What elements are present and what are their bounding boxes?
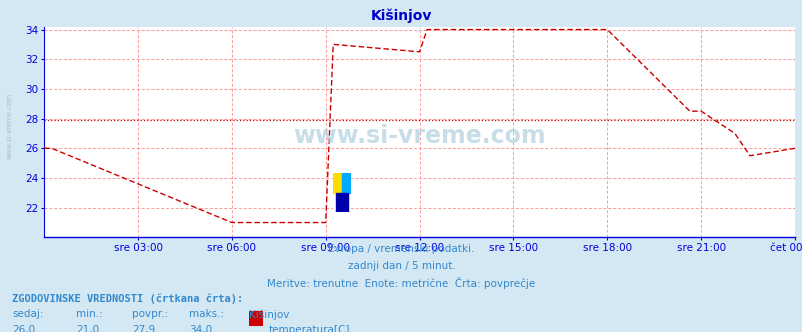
- Text: povpr.:: povpr.:: [132, 309, 168, 319]
- Text: 27,9: 27,9: [132, 325, 156, 332]
- Text: Kišinjov: Kišinjov: [249, 309, 289, 320]
- Text: 21,0: 21,0: [76, 325, 99, 332]
- Text: www.si-vreme.com: www.si-vreme.com: [6, 93, 12, 159]
- Text: maks.:: maks.:: [188, 309, 224, 319]
- Bar: [342, 173, 350, 193]
- Bar: [335, 193, 348, 212]
- Text: temperatura[C]: temperatura[C]: [269, 325, 350, 332]
- Text: Kišinjov: Kišinjov: [371, 8, 431, 23]
- Text: ZGODOVINSKE VREDNOSTI (črtkana črta):: ZGODOVINSKE VREDNOSTI (črtkana črta):: [12, 294, 243, 304]
- Bar: [333, 173, 342, 193]
- Text: Evropa / vremenski podatki.: Evropa / vremenski podatki.: [328, 244, 474, 254]
- Text: 26,0: 26,0: [12, 325, 35, 332]
- Text: Meritve: trenutne  Enote: metrične  Črta: povprečje: Meritve: trenutne Enote: metrične Črta: …: [267, 277, 535, 289]
- Text: min.:: min.:: [76, 309, 103, 319]
- Text: www.si-vreme.com: www.si-vreme.com: [293, 124, 545, 148]
- Text: sedaj:: sedaj:: [12, 309, 43, 319]
- Text: zadnji dan / 5 minut.: zadnji dan / 5 minut.: [347, 261, 455, 271]
- Text: 34,0: 34,0: [188, 325, 212, 332]
